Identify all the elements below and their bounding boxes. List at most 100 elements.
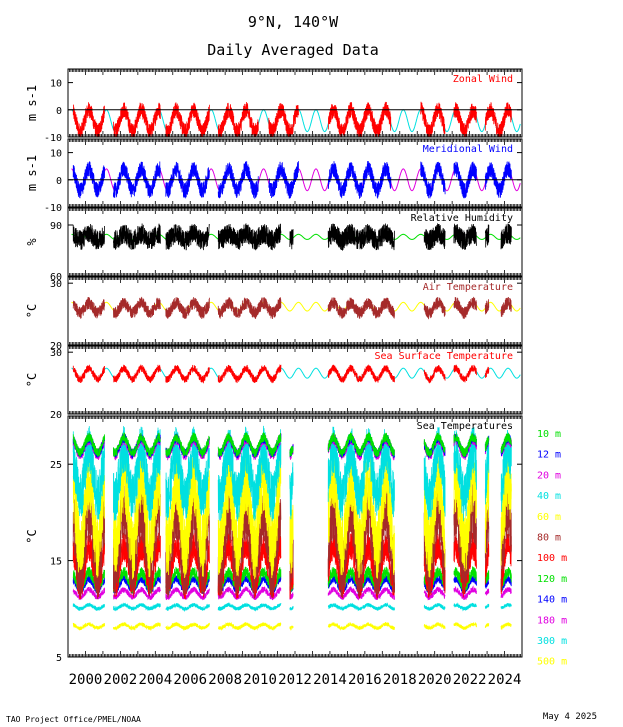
panel-plot-area [71, 160, 521, 199]
series-daily-seg-4 [327, 364, 395, 383]
series-60-m-seg-7 [453, 449, 477, 572]
series-180-m-seg-8 [484, 588, 490, 596]
legend-item-10-m: 10 m [537, 429, 561, 440]
series-daily-seg-6 [453, 364, 477, 383]
series-daily-seg-5 [327, 101, 392, 137]
series-180-m-seg-2 [165, 586, 210, 601]
series-60-m-seg-1 [113, 445, 161, 580]
series-500-m-seg-8 [484, 623, 490, 628]
ytick-label: 10 [50, 79, 62, 90]
series-180-m-seg-6 [423, 586, 446, 601]
xtick-label: 2012 [278, 672, 312, 688]
series-daily-seg-5 [327, 160, 392, 199]
series-500-m-seg-2 [165, 621, 210, 632]
series-10-m-seg-6 [423, 432, 446, 458]
series-10-m-seg-4 [289, 445, 294, 457]
ytick-label: 20 [50, 410, 62, 421]
ytick-label: 30 [50, 279, 62, 290]
ytick-label: 25 [50, 460, 62, 471]
panel-title: Air Temperature [423, 282, 513, 293]
series-daily-seg-8 [500, 296, 512, 317]
series-180-m-seg-9 [500, 587, 512, 599]
series-daily-seg-2 [165, 102, 210, 137]
series-180-m-seg-5 [327, 586, 395, 601]
series-500-m-seg-9 [500, 622, 512, 630]
series-180-m-seg-7 [453, 585, 477, 600]
panel-ylabel: °C [25, 373, 39, 387]
series-40-m-seg-8 [484, 437, 490, 505]
series-60-m-seg-2 [165, 445, 210, 579]
ytick-label: -10 [44, 203, 62, 214]
series-daily-seg-0 [72, 297, 105, 319]
chart-title: 9°N, 140°W [248, 13, 339, 31]
xtick-label: 2024 [488, 672, 522, 688]
x-axis: 2000 2002 2004 2006 2008 2010 2012 2014 2016 2018… [69, 672, 522, 688]
series-daily-seg-8 [484, 224, 490, 248]
ytick-label: -10 [44, 133, 62, 144]
series-daily-seg-1 [113, 296, 161, 319]
legend-item-180-m: 180 m [537, 615, 567, 626]
series-daily-seg-3 [217, 364, 282, 384]
series-40-m-seg-4 [289, 462, 294, 520]
series-180-m-seg-1 [113, 586, 161, 601]
series-40-m-seg-2 [165, 426, 210, 521]
series-daily-seg-4 [268, 103, 299, 137]
series-daily-seg-7 [453, 223, 477, 250]
ytick-label: 0 [56, 176, 62, 187]
series-daily-seg-0 [72, 364, 105, 384]
series-40-m-seg-5 [327, 426, 395, 521]
series-10-m-seg-8 [484, 436, 490, 452]
xtick-label: 2014 [313, 672, 347, 688]
series-daily-seg-8 [484, 102, 512, 137]
series-daily-seg-1 [113, 223, 161, 250]
series-daily-seg-6 [453, 296, 477, 319]
series-daily-seg-6 [423, 223, 446, 251]
footer-credit: TAO Project Office/PMEL/NOAA [6, 715, 141, 724]
series-60-m-seg-4 [289, 504, 294, 574]
series-daily-seg-3 [217, 101, 259, 137]
series-daily-seg-2 [165, 364, 210, 384]
series-10-m-seg-2 [165, 432, 210, 458]
panels: -10 0 10 Zonal Wind m s-1 -10 0 10 Meridional Wi… [25, 68, 523, 664]
series-300-m-seg-8 [484, 603, 490, 609]
series-daily-seg-0 [72, 161, 105, 199]
ytick-label: 15 [50, 557, 62, 568]
xtick-label: 2022 [453, 672, 487, 688]
ytick-label: 5 [56, 653, 62, 664]
ytick-label: 0 [56, 106, 62, 117]
series-daily-seg-0 [72, 102, 105, 137]
series-500-m-seg-0 [72, 622, 105, 631]
panel-plot-area [71, 364, 521, 384]
xtick-label: 2002 [104, 672, 138, 688]
xtick-label: 2020 [418, 672, 452, 688]
series-10-m-seg-0 [72, 432, 105, 458]
series-daily-seg-2 [165, 297, 210, 319]
legend-item-120-m: 120 m [537, 574, 567, 585]
panel-5: 20 30 Sea Surface Temperature °C [25, 345, 523, 421]
panel-ylabel: m s-1 [25, 155, 39, 191]
series-60-m-seg-0 [72, 445, 105, 578]
series-daily-seg-1 [113, 161, 161, 198]
xtick-label: 2004 [138, 672, 172, 688]
series-daily-seg-3 [217, 296, 282, 320]
chart-subtitle: Daily Averaged Data [207, 41, 379, 59]
panel-title: Sea Surface Temperature [375, 351, 513, 362]
panel-4: 20 30 Air Temperature °C [25, 276, 523, 352]
panel-ylabel: °C [25, 304, 39, 318]
xtick-label: 2008 [208, 672, 242, 688]
series-120-m-seg-8 [484, 570, 490, 584]
xtick-label: 2000 [69, 672, 103, 688]
legend-item-140-m: 140 m [537, 595, 567, 606]
series-10-m-seg-9 [500, 432, 512, 454]
panel-title: Relative Humidity [411, 213, 513, 224]
xtick-label: 2010 [243, 672, 277, 688]
series-daily-seg-6 [420, 161, 446, 199]
series-300-m-seg-6 [423, 603, 446, 611]
series-daily-seg-1 [113, 364, 161, 384]
series-60-m-seg-9 [500, 449, 512, 566]
series-daily-seg-7 [484, 366, 490, 378]
series-daily-seg-5 [423, 296, 446, 320]
legend-item-60-m: 60 m [537, 512, 561, 523]
panel-plot-area [71, 101, 521, 137]
series-daily-seg-4 [327, 297, 395, 319]
